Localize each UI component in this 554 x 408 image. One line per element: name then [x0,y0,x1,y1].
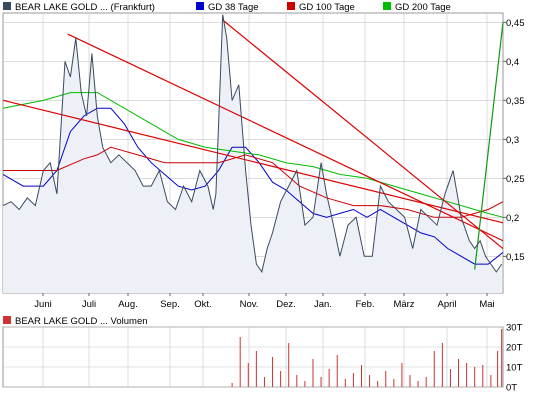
legend-volume-swatch [3,316,11,324]
y-tick-label-2: 0,35 [506,96,525,107]
gd100-line [3,146,504,218]
legend-volume-label: BEAR LAKE GOLD ... Volumen [15,316,148,327]
legend-gd100-swatch [287,2,295,10]
vol-y-tick-label-1: 20T [506,343,523,354]
legend-gd38-swatch [196,2,204,10]
volume-plot-frame [2,326,504,388]
main-plot-area: 0,45 0,4 0,35 0,3 0,25 0,2 0,15 Juni Juli Aug. Se… [2,12,525,310]
trend-line-2 [2,99,504,224]
price-line [2,14,503,274]
trend-line-0 [67,33,504,242]
legend-price-label: BEAR LAKE GOLD ... (Frankfurt) [15,2,155,13]
price-area-fill [3,14,502,293]
legend-price-swatch [3,2,11,10]
x-tick-label-9: März [393,299,414,310]
x-tick-label-11: Mai [479,299,494,310]
main-legend: BEAR LAKE GOLD ... (Frankfurt) GD 38 Tag… [3,2,451,13]
trend-line-1 [222,19,504,250]
y-tick-label-0: 0,45 [506,18,525,29]
y-tick-label-1: 0,4 [506,57,519,68]
x-tick-label-4: Okt. [194,299,211,310]
y-tick-label-3: 0,3 [506,135,519,146]
legend-gd200-swatch [383,2,391,10]
x-tick-label-0: Juni [34,299,51,310]
y-tick-label-5: 0,2 [506,213,519,224]
x-tick-label-5: Nov. [240,299,259,310]
y-tick-label-6: 0,15 [506,252,525,263]
x-axis-ticks: Juni Juli Aug. Sep. Okt. Nov. Dez. Jan. Feb. März… [34,293,495,310]
vol-y-tick-label-0: 30T [506,323,523,334]
volume-legend: BEAR LAKE GOLD ... Volumen [3,316,148,327]
legend-gd200-label: GD 200 Tage [395,2,451,13]
y-axis-ticks: 0,45 0,4 0,35 0,3 0,25 0,2 0,15 [503,18,525,263]
x-tick-label-2: Aug. [118,299,138,310]
x-tick-label-1: Juli [82,299,96,310]
x-tick-label-3: Sep. [160,299,180,310]
legend-gd38-label: GD 38 Tage [208,2,259,13]
x-tick-label-7: Jan. [314,299,332,310]
volume-y-axis-ticks: 30T 20T 10T 0T [506,323,523,394]
x-tick-label-10: April [437,299,456,310]
trend-lines [2,19,504,270]
vol-y-tick-label-2: 10T [506,363,523,374]
volume-bars [231,329,503,387]
y-tick-label-4: 0,25 [506,174,525,185]
vol-y-tick-label-3: 0T [506,383,517,394]
volume-plot-area: 30T 20T 10T 0T [2,323,523,394]
x-tick-label-6: Dez. [276,299,296,310]
x-tick-label-8: Feb. [355,299,374,310]
legend-gd100-label: GD 100 Tage [299,2,355,13]
volume-grid [3,326,503,388]
trend-line-3 [474,22,504,270]
